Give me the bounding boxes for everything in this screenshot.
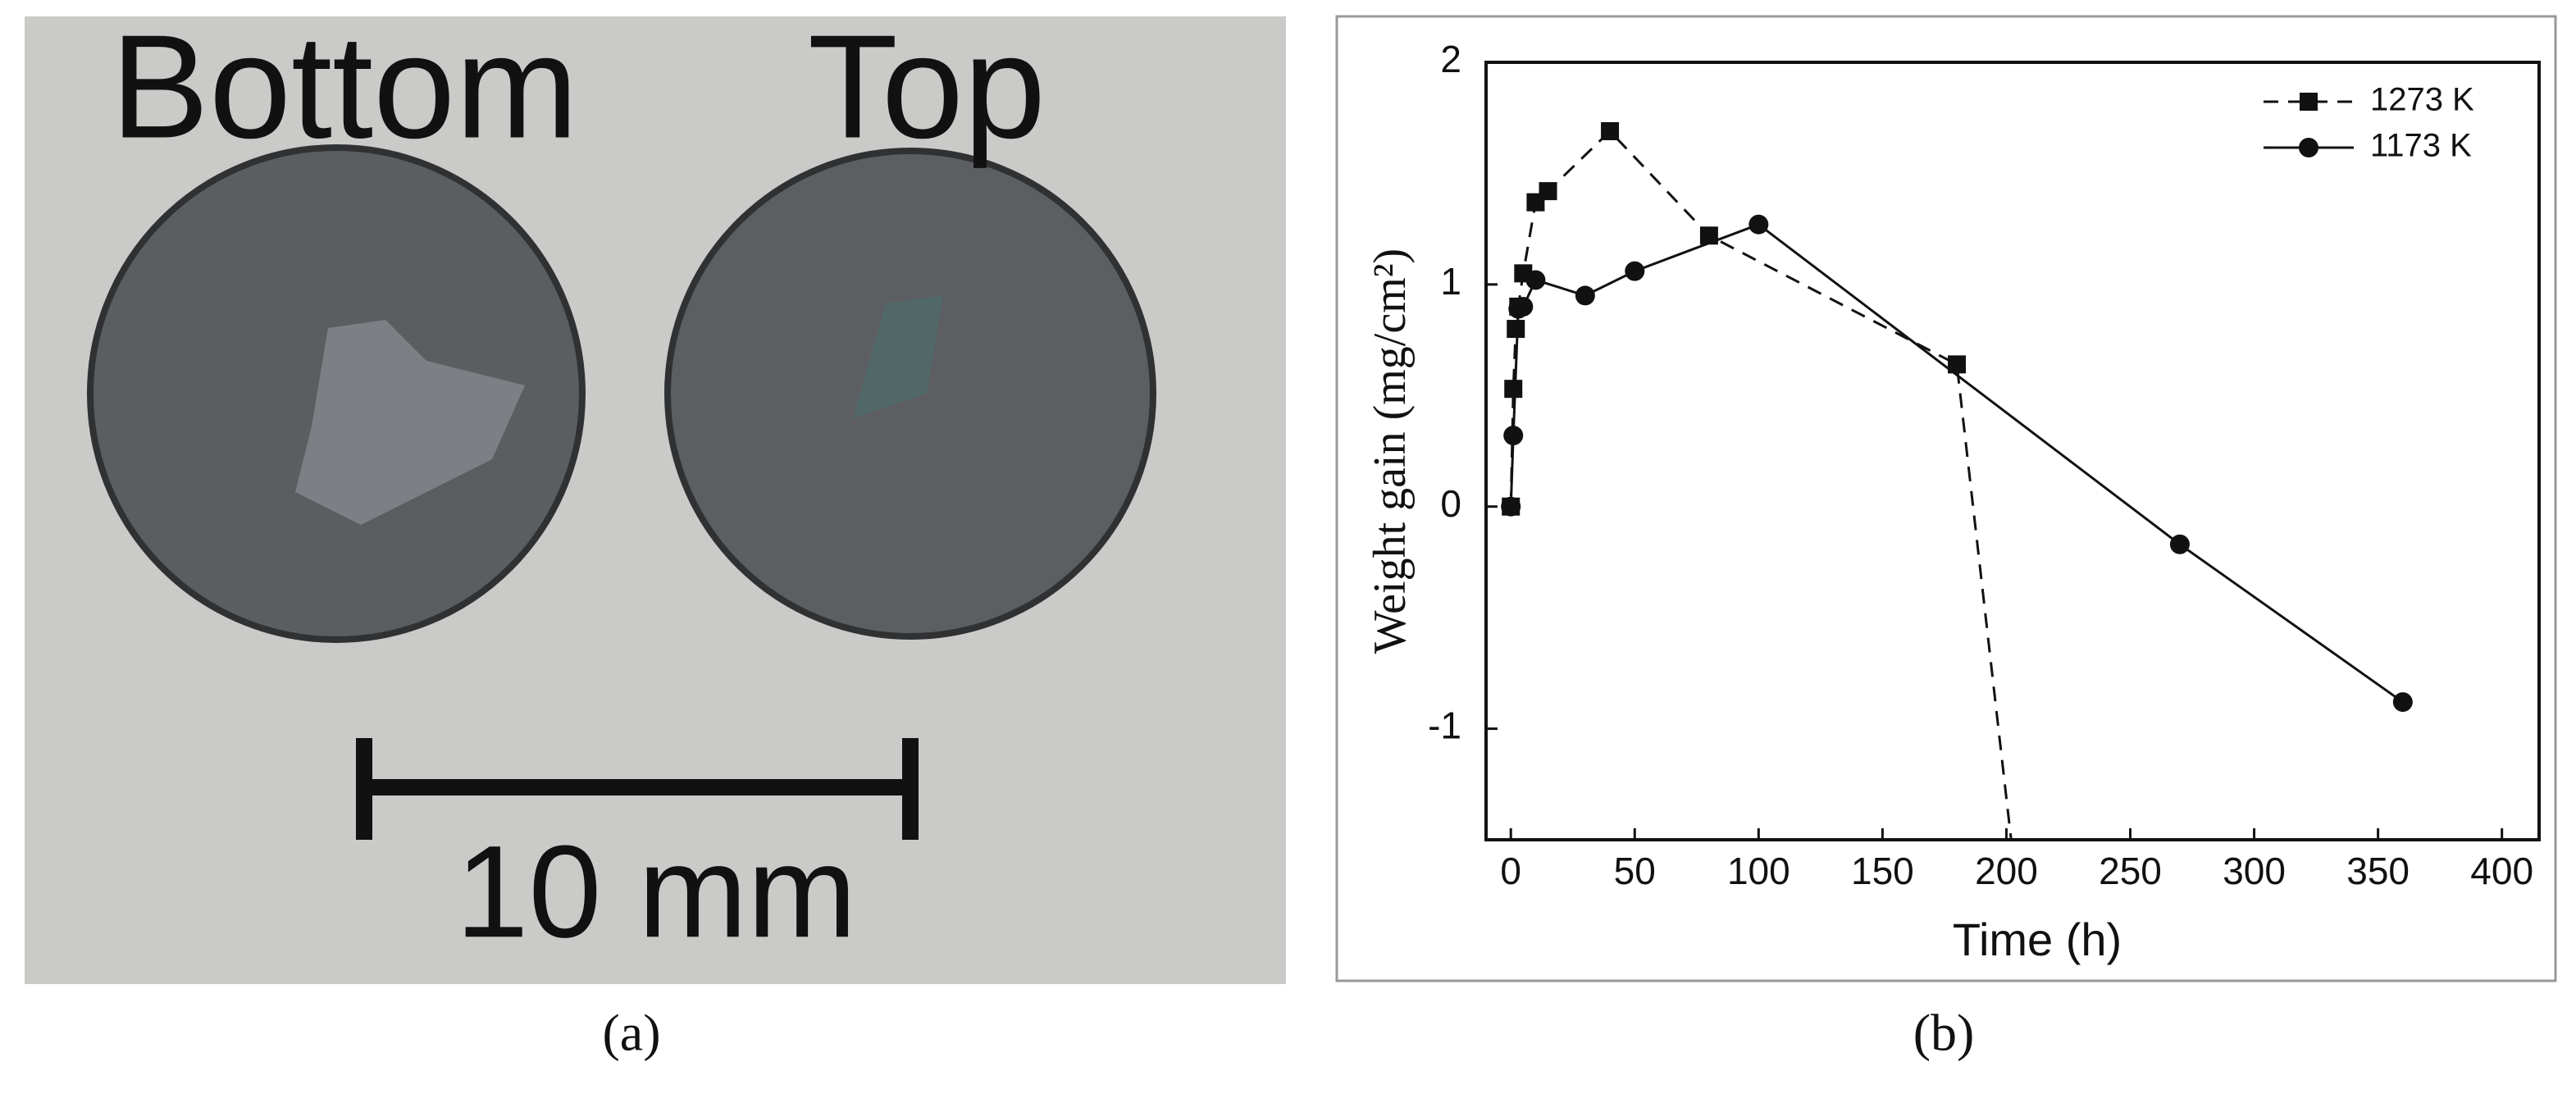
marker bbox=[1501, 496, 1521, 517]
x-tick-label: 0 bbox=[1500, 850, 1521, 892]
marker bbox=[1699, 226, 1718, 245]
marker bbox=[1525, 270, 1546, 290]
caption: (b) bbox=[1913, 1004, 1975, 1062]
legend-label: 1273 K bbox=[2370, 82, 2474, 118]
x-tick-label: 300 bbox=[2223, 850, 2286, 892]
x-tick-label: 100 bbox=[1727, 850, 1790, 892]
marker bbox=[1513, 296, 1534, 317]
marker bbox=[1748, 214, 1769, 235]
series-line bbox=[1509, 129, 2013, 840]
marker bbox=[2392, 692, 2413, 713]
scale-label: 10 mm bbox=[456, 818, 857, 964]
photo-label: Bottom bbox=[111, 5, 578, 170]
photo-label: Top bbox=[808, 5, 1046, 170]
marker bbox=[2169, 534, 2190, 554]
spall-area bbox=[295, 320, 525, 525]
marker bbox=[1625, 261, 1645, 281]
x-tick-label: 200 bbox=[1975, 850, 2038, 892]
marker bbox=[1948, 355, 1967, 374]
plot-area bbox=[1501, 121, 2413, 840]
series-line bbox=[1509, 223, 2404, 704]
panel-border bbox=[1335, 15, 2557, 982]
marker bbox=[1504, 380, 1523, 399]
spall-area bbox=[853, 295, 943, 418]
legend-marker bbox=[2300, 93, 2318, 111]
y-axis-title: Weight gain (mg/cm²) bbox=[1365, 248, 1416, 654]
x-tick-label: 350 bbox=[2346, 850, 2410, 892]
x-tick-label: 150 bbox=[1851, 850, 1914, 892]
y-tick-label: 1 bbox=[1440, 260, 1461, 303]
marker bbox=[1503, 426, 1524, 446]
y-tick-label: 0 bbox=[1440, 482, 1461, 525]
marker bbox=[1601, 121, 1620, 140]
plot-frame bbox=[1484, 61, 2541, 841]
y-tick-label: -1 bbox=[1428, 704, 1461, 747]
marker bbox=[1575, 285, 1595, 306]
marker bbox=[1539, 182, 1557, 201]
x-tick-label: 250 bbox=[2099, 850, 2162, 892]
legend-marker bbox=[2299, 138, 2318, 157]
x-tick-label: 400 bbox=[2470, 850, 2533, 892]
y-tick-label: 2 bbox=[1440, 38, 1461, 80]
x-axis-title: Time (h) bbox=[1953, 914, 2122, 965]
legend-label: 1173 K bbox=[2370, 128, 2472, 164]
marker bbox=[1507, 320, 1525, 339]
caption: (a) bbox=[602, 1004, 660, 1062]
x-tick-label: 50 bbox=[1614, 850, 1656, 892]
